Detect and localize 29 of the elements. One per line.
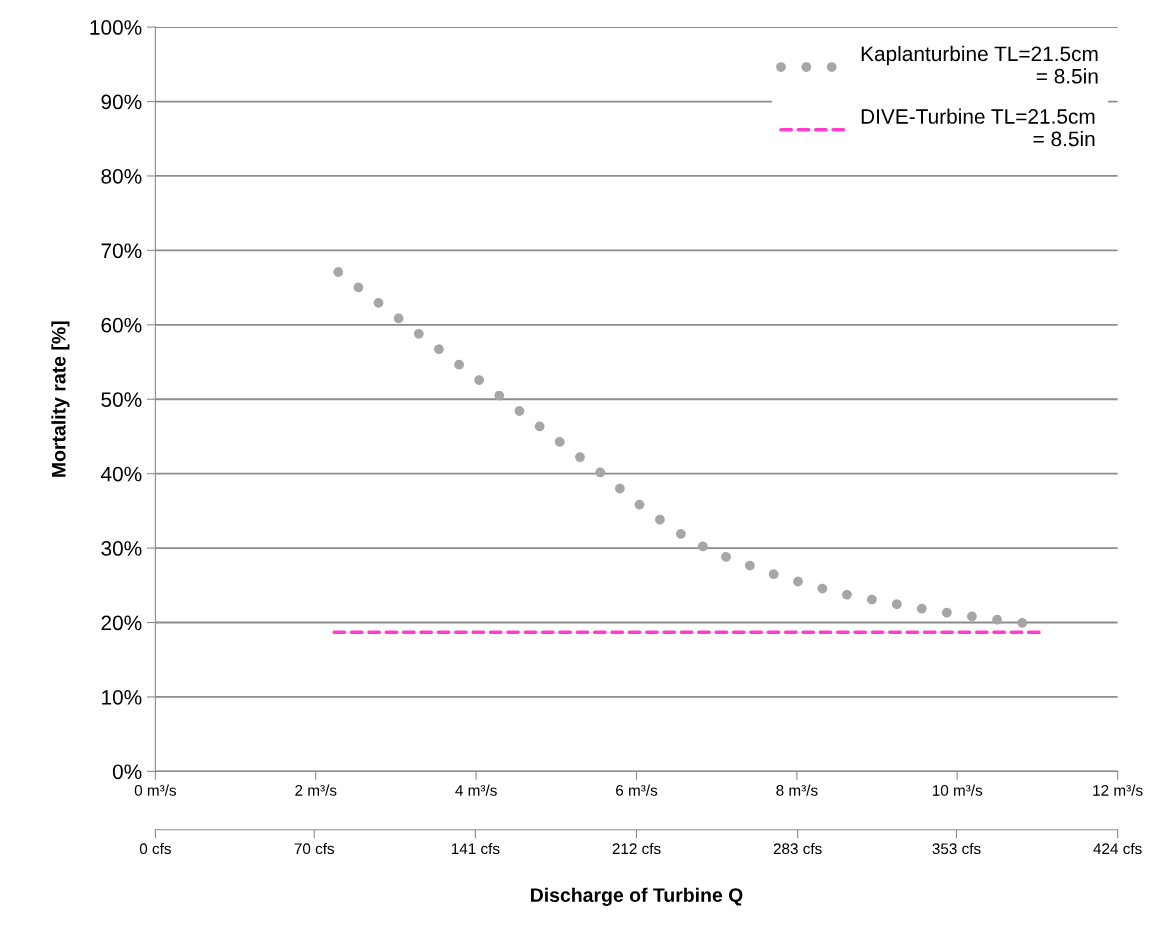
y-tick-label: 20% <box>101 615 142 631</box>
y-tick-label: 80% <box>101 168 142 184</box>
legend-label: Kaplanturbine TL=21.5cm = 8.5in <box>861 45 1098 84</box>
y-tick-label: 70% <box>101 243 142 259</box>
y-tick-label: 0% <box>112 764 142 780</box>
y-tick-label: 50% <box>101 392 142 407</box>
x2-tick-label: 141 cfs <box>451 842 500 855</box>
y-tick-label: 60% <box>101 317 142 333</box>
x-axis-title: Discharge of Turbine Q <box>531 887 743 906</box>
x-tick-label: 12 m³/s <box>1093 784 1143 796</box>
x-tick-label: 10 m³/s <box>932 784 983 796</box>
y-tick-label: 30% <box>101 541 142 556</box>
y-axis-title: Mortality rate [%] <box>51 321 70 477</box>
x2-tick-label: 283 cfs <box>773 842 822 855</box>
x-tick-label: 6 m³/s <box>616 784 658 796</box>
x2-tick-label: 212 cfs <box>612 842 661 855</box>
x2-tick-label: 70 cfs <box>294 842 335 855</box>
x-tick-label: 0 m³/s <box>134 784 177 796</box>
legend-label: DIVE-Turbine TL=21.5cm = 8.5in <box>861 108 1095 147</box>
x-tick-label: 8 m³/s <box>776 784 818 796</box>
x2-tick-label: 424 cfs <box>1093 842 1142 855</box>
x-tick-label: 2 m³/s <box>295 784 337 796</box>
y-tick-label: 90% <box>101 94 142 110</box>
y-tick-label: 10% <box>102 689 142 705</box>
x2-tick-label: 353 cfs <box>932 842 981 855</box>
y-tick-label: 40% <box>100 466 142 482</box>
x2-tick-label: 0 cfs <box>139 842 171 855</box>
y-tick-label: 100% <box>90 20 142 35</box>
x-tick-label: 4 m³/s <box>455 784 497 796</box>
